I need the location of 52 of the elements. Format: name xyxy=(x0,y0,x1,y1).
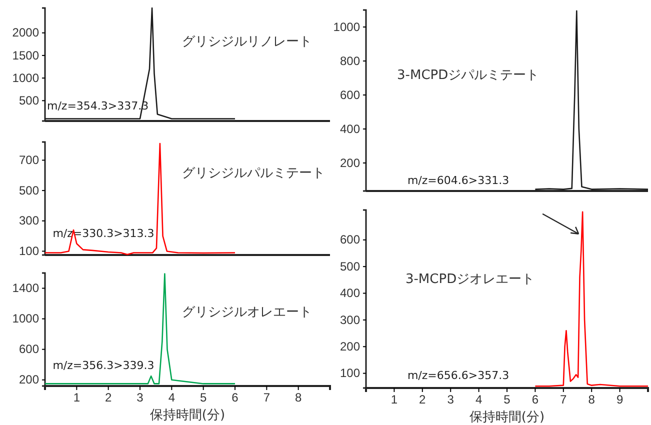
x-tick-label: 1 xyxy=(73,390,80,405)
x-tick-label: 4 xyxy=(475,392,482,407)
y-tick-label: 600 xyxy=(340,88,360,102)
x-tick-label: 5 xyxy=(200,390,207,405)
y-tick-label: 200 xyxy=(18,372,40,387)
x-tick-label: 2 xyxy=(419,392,426,407)
y-tick-label: 1000 xyxy=(12,312,40,326)
x-tick-label: 5 xyxy=(504,392,511,407)
annotation: m/z=356.3>339.3 xyxy=(52,359,154,372)
y-tick-label: 400 xyxy=(340,286,360,300)
y-tick-label: 400 xyxy=(340,122,360,136)
x-tick-label: 6 xyxy=(532,392,539,407)
y-tick-label: 700 xyxy=(18,153,40,168)
line-series xyxy=(44,273,236,384)
y-tick-label: 500 xyxy=(340,259,360,274)
y-tick-label: 200 xyxy=(340,339,360,354)
x-axis-title: 保持時間(分) xyxy=(150,408,226,423)
y-tick-label: 600 xyxy=(340,232,360,247)
y-tick-label: 1400 xyxy=(12,281,40,296)
annotation: m/z=604.6>331.3 xyxy=(407,174,510,187)
text: 3-MCPDジパルミテート xyxy=(397,68,540,83)
x-tick-label: 7 xyxy=(560,392,568,407)
y-tick-label: 200 xyxy=(340,156,360,170)
x-tick-label: 3 xyxy=(447,392,454,407)
x-axis-title: 保持時間(分) xyxy=(469,410,545,425)
y-tick-label: 600 xyxy=(18,342,40,356)
y-tick-label: 1000 xyxy=(12,70,40,85)
x-tick-label: 8 xyxy=(588,392,596,407)
y-tick-label: 1000 xyxy=(333,20,360,34)
y-tick-label: 500 xyxy=(18,183,40,198)
text: 3-MCPDジオレエート xyxy=(405,272,535,287)
line-series xyxy=(534,211,649,387)
y-tick-label: 800 xyxy=(340,54,360,68)
y-tick-label: 2000 xyxy=(12,26,40,40)
text: グリシジルオレエート xyxy=(182,304,312,320)
x-tick-label: 9 xyxy=(616,392,624,407)
y-tick-label: 1500 xyxy=(12,48,40,62)
annotation: m/z=656.6>357.3 xyxy=(407,369,510,382)
x-tick-label: 8 xyxy=(294,390,302,405)
y-tick-label: 100 xyxy=(340,366,360,380)
y-tick-label: 300 xyxy=(18,214,40,228)
y-tick-label: 500 xyxy=(18,94,40,108)
x-tick-label: 6 xyxy=(232,390,239,405)
x-tick-label: 1 xyxy=(390,392,398,407)
x-tick-label: 4 xyxy=(168,390,176,405)
x-tick-label: 3 xyxy=(136,390,144,405)
y-tick-label: 300 xyxy=(340,312,360,327)
text: グリシジルリノレート xyxy=(182,34,312,50)
x-tick-label: 2 xyxy=(104,390,112,405)
y-tick-label: 100 xyxy=(18,244,40,258)
x-tick-label: 7 xyxy=(263,390,270,405)
text: グリシジルパルミテート xyxy=(182,166,325,182)
